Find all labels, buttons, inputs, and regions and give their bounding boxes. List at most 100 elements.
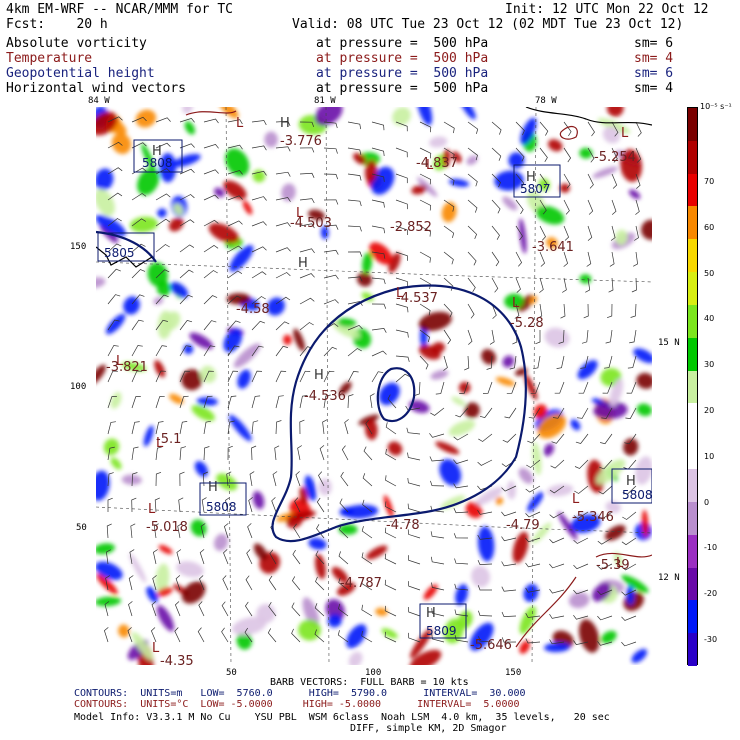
vorticity-patch — [410, 628, 432, 659]
wind-barb — [419, 199, 432, 211]
temp-label: -4.79 — [506, 518, 540, 533]
wind-barb — [251, 271, 267, 279]
wind-barb — [575, 433, 589, 444]
wind-barb — [430, 531, 445, 539]
wind-barb — [525, 638, 541, 644]
wind-barb — [477, 534, 493, 540]
colorbar-tick-label: -10 — [704, 543, 718, 553]
vorticity-patch — [339, 381, 352, 395]
vorticity-patch — [96, 277, 106, 288]
vorticity-map: H H H H H H H H L L L L L L L L L L L L … — [96, 107, 652, 665]
temp-label: -4.58 — [236, 302, 270, 317]
colorbar-segment — [688, 272, 697, 306]
wind-barb — [175, 575, 181, 591]
wind-barb — [291, 602, 301, 617]
colorbar-segment — [688, 239, 697, 273]
field-name: Temperature — [6, 51, 93, 66]
wind-barb — [107, 192, 123, 201]
wind-barb — [155, 142, 171, 149]
wind-barb — [347, 394, 354, 409]
wind-barb — [385, 501, 397, 513]
low-marker: L — [148, 502, 156, 517]
vorticity-patch — [184, 121, 196, 135]
wind-barb — [581, 329, 589, 344]
vorticity-patch — [458, 381, 471, 394]
vorticity-patch — [494, 170, 524, 191]
wind-barb — [549, 588, 565, 594]
wind-barb — [419, 173, 432, 185]
colorbar-tick-label: -30 — [704, 635, 718, 644]
wind-barb — [525, 485, 541, 493]
wind-barb — [179, 194, 195, 201]
wind-barb — [174, 601, 181, 617]
height-box — [611, 468, 652, 504]
wind-barb — [299, 395, 308, 409]
vorticity-patch — [118, 624, 130, 638]
wind-barb — [244, 627, 253, 643]
vorticity-patch — [606, 107, 624, 117]
wind-barb — [633, 251, 638, 267]
lon-label: 84 W — [88, 96, 110, 106]
colorbar-segment — [688, 304, 697, 339]
temp-contour — [515, 576, 577, 648]
wind-barb — [535, 330, 541, 345]
vorticity-patch — [592, 166, 618, 179]
wind-barb — [179, 269, 194, 279]
wind-barb — [408, 555, 421, 565]
wind-barb — [251, 445, 257, 461]
vorticity-patch — [506, 480, 517, 500]
field-name: Geopotential height — [6, 66, 155, 81]
vorticity-patch — [596, 459, 626, 485]
vorticity-patch — [181, 369, 203, 391]
wind-barb — [525, 613, 541, 618]
wind-barb — [525, 537, 541, 543]
vorticity-patch — [337, 318, 357, 328]
vorticity-patch — [495, 376, 515, 387]
vorticity-patch — [430, 370, 449, 380]
wind-barb — [443, 329, 452, 345]
wind-barb — [419, 251, 431, 263]
colorbar-tick-label: 70 — [704, 177, 715, 186]
vorticity-patch — [529, 295, 538, 305]
wind-barb — [539, 199, 547, 215]
vorticity-patch — [157, 208, 167, 218]
wind-barb — [635, 199, 640, 215]
wind-barb — [155, 319, 168, 331]
vorticity-patch — [502, 196, 518, 211]
vorticity-patch — [464, 402, 480, 419]
wind-barb — [225, 497, 230, 513]
wind-barb — [203, 270, 218, 279]
wind-barb — [295, 471, 301, 487]
vorticity-patch — [281, 183, 296, 202]
temp-contour — [185, 110, 237, 116]
vorticity-patch — [168, 217, 184, 232]
colorbar — [687, 107, 698, 667]
wind-barb — [131, 243, 146, 253]
vorticity-patch — [364, 419, 378, 440]
wind-barb — [635, 147, 642, 163]
wind-barb — [371, 303, 387, 309]
colorbar-segment — [688, 501, 697, 536]
high-marker: H — [208, 480, 218, 495]
wind-barb — [560, 303, 566, 319]
vorticity-patch — [636, 372, 652, 389]
wind-barb — [131, 446, 139, 461]
vorticity-patch — [465, 502, 483, 519]
wind-barb — [453, 433, 469, 441]
wind-barb — [563, 121, 572, 137]
wind-barb — [251, 170, 267, 176]
wind-barb — [203, 420, 211, 435]
wind-barb — [563, 147, 572, 163]
model-info-2: DIFF, simple KM, 2D Smagor — [350, 723, 507, 734]
lat-line — [96, 261, 652, 283]
wind-barb — [155, 395, 165, 409]
vorticity-patch — [266, 297, 285, 316]
wind-barb — [203, 244, 219, 253]
wind-barb — [515, 199, 524, 215]
vorticity-patch — [96, 596, 122, 607]
colorbar-segment — [688, 403, 697, 437]
vorticity-patch — [129, 216, 158, 233]
wind-barb — [127, 627, 133, 643]
wind-barb — [291, 576, 301, 591]
vorticity-patch — [512, 531, 529, 564]
